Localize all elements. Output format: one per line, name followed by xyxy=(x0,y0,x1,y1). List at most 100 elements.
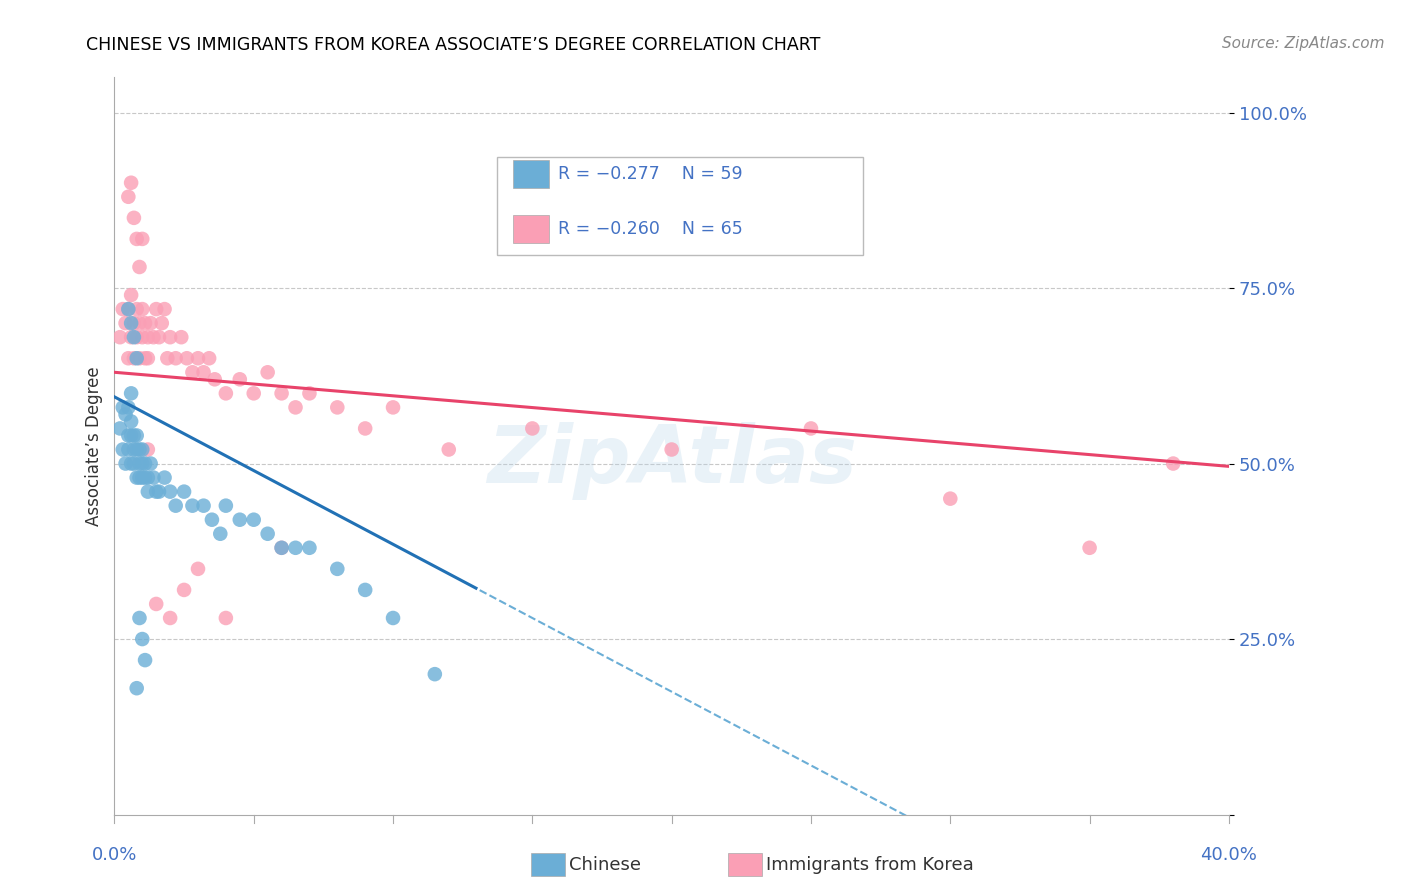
Point xyxy=(256,526,278,541)
Point xyxy=(122,330,145,344)
Point xyxy=(242,513,264,527)
Point xyxy=(139,457,162,471)
Point xyxy=(284,401,307,415)
Point xyxy=(111,401,134,415)
Point xyxy=(187,351,209,366)
Point xyxy=(111,302,134,317)
Point xyxy=(661,442,683,457)
Point xyxy=(176,351,198,366)
Point xyxy=(136,351,159,366)
Point xyxy=(326,562,349,576)
Point xyxy=(354,421,377,435)
Point xyxy=(108,421,131,435)
Point xyxy=(284,541,307,555)
Point xyxy=(229,513,252,527)
Point xyxy=(125,681,148,696)
Point xyxy=(382,401,405,415)
Point xyxy=(326,401,349,415)
Point xyxy=(120,288,142,302)
Point xyxy=(215,611,238,625)
Point xyxy=(134,316,156,330)
Point xyxy=(193,365,215,379)
Y-axis label: Associate’s Degree: Associate’s Degree xyxy=(86,367,103,525)
Point xyxy=(131,330,153,344)
Text: R = −0.260    N = 65: R = −0.260 N = 65 xyxy=(558,220,742,238)
Point xyxy=(193,499,215,513)
Point xyxy=(145,597,167,611)
Point xyxy=(125,330,148,344)
Point xyxy=(128,457,150,471)
Point xyxy=(136,442,159,457)
Text: R = −0.277    N = 59: R = −0.277 N = 59 xyxy=(558,165,742,183)
Text: Source: ZipAtlas.com: Source: ZipAtlas.com xyxy=(1222,36,1385,51)
Point xyxy=(125,442,148,457)
Text: 40.0%: 40.0% xyxy=(1201,846,1257,863)
Point xyxy=(145,484,167,499)
Point xyxy=(201,513,224,527)
Text: ZipAtlas: ZipAtlas xyxy=(486,422,856,500)
Point xyxy=(117,302,139,317)
Point xyxy=(131,302,153,317)
Text: Chinese: Chinese xyxy=(569,856,641,874)
Point xyxy=(270,541,292,555)
Point xyxy=(120,316,142,330)
Point xyxy=(165,351,187,366)
Point xyxy=(134,457,156,471)
Point xyxy=(270,541,292,555)
Point xyxy=(128,316,150,330)
Point xyxy=(120,386,142,401)
Point xyxy=(117,428,139,442)
Point xyxy=(142,470,165,484)
Point xyxy=(125,470,148,484)
Point xyxy=(131,232,153,246)
Point xyxy=(229,372,252,386)
Point xyxy=(117,351,139,366)
Point xyxy=(128,351,150,366)
Point xyxy=(181,499,204,513)
Point xyxy=(354,582,377,597)
Point xyxy=(256,365,278,379)
Text: CHINESE VS IMMIGRANTS FROM KOREA ASSOCIATE’S DEGREE CORRELATION CHART: CHINESE VS IMMIGRANTS FROM KOREA ASSOCIA… xyxy=(86,36,821,54)
Point xyxy=(117,401,139,415)
Point xyxy=(134,470,156,484)
Point xyxy=(173,582,195,597)
Point xyxy=(122,442,145,457)
Point xyxy=(204,372,226,386)
Point xyxy=(139,316,162,330)
Point xyxy=(128,611,150,625)
Point xyxy=(423,667,446,681)
Point xyxy=(114,408,136,422)
Point xyxy=(120,414,142,428)
Point xyxy=(1078,541,1101,555)
Point xyxy=(131,632,153,646)
Point xyxy=(131,442,153,457)
Text: 0.0%: 0.0% xyxy=(91,846,138,863)
Point xyxy=(142,330,165,344)
Point xyxy=(117,190,139,204)
Point xyxy=(125,232,148,246)
Point xyxy=(150,316,173,330)
Point xyxy=(153,470,176,484)
Point xyxy=(122,211,145,225)
Point xyxy=(117,442,139,457)
Point xyxy=(114,316,136,330)
Point xyxy=(125,428,148,442)
Point xyxy=(134,653,156,667)
Point xyxy=(298,386,321,401)
Point xyxy=(125,351,148,366)
Point xyxy=(136,470,159,484)
Point xyxy=(128,470,150,484)
Point xyxy=(153,302,176,317)
Point xyxy=(198,351,221,366)
Point xyxy=(128,260,150,274)
Point xyxy=(1161,457,1184,471)
Point xyxy=(122,351,145,366)
Point xyxy=(145,302,167,317)
Point xyxy=(242,386,264,401)
Point xyxy=(187,562,209,576)
Point xyxy=(111,442,134,457)
Point xyxy=(120,428,142,442)
Point xyxy=(122,428,145,442)
Point xyxy=(170,330,193,344)
Point xyxy=(382,611,405,625)
